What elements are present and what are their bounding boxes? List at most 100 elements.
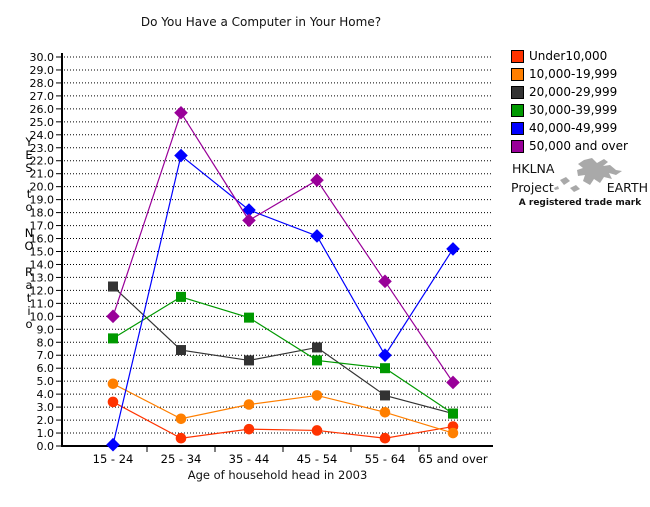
y-tick-label: 29.0 xyxy=(30,64,55,77)
legend-swatch xyxy=(511,121,524,135)
legend-label: 20,000-29,999 xyxy=(529,85,618,99)
data-point-square xyxy=(312,342,322,353)
y-axis-label-letter: o xyxy=(25,317,32,331)
x-category-label: 25 - 34 xyxy=(161,452,202,466)
y-tick-label: 22.0 xyxy=(30,155,55,168)
y-axis-label-letter: o xyxy=(25,200,32,214)
y-tick-label: 0.0 xyxy=(37,440,55,453)
data-point-square xyxy=(244,355,254,366)
y-tick-label: 15.0 xyxy=(30,246,55,259)
data-point-diamond xyxy=(310,173,324,187)
logo-text-earth: EARTH xyxy=(606,180,648,195)
data-point-circle xyxy=(447,427,459,439)
series-line xyxy=(112,296,454,415)
series-line xyxy=(112,401,454,439)
y-tick-label: 2.0 xyxy=(37,414,55,427)
y-axis-label-letter: O xyxy=(24,239,33,253)
data-point-diamond xyxy=(174,148,188,163)
series-line xyxy=(112,154,454,445)
legend-label: 40,000-49,999 xyxy=(529,121,618,135)
y-tick-label: 1.0 xyxy=(37,427,55,440)
y-tick-label: 26.0 xyxy=(30,103,55,116)
data-point-square xyxy=(380,363,390,374)
data-point-square xyxy=(312,355,322,366)
data-point-circle xyxy=(311,425,323,436)
x-category-label: 45 - 54 xyxy=(297,452,338,466)
data-point-diamond xyxy=(378,348,392,363)
data-point-diamond xyxy=(242,203,256,217)
legend: Under10,000 10,000-19,999 20,000-29,999 30,… xyxy=(511,47,628,155)
legend-item: 40,000-49,999 xyxy=(511,119,628,137)
y-tick-label: 4.0 xyxy=(37,388,55,401)
data-point-square xyxy=(176,291,186,302)
y-axis-label-letter: a xyxy=(25,278,32,292)
data-point-diamond xyxy=(106,309,120,324)
y-axis-label-letter: R xyxy=(25,265,33,279)
y-tick-label: 16.0 xyxy=(30,233,55,246)
y-tick-label: 10.0 xyxy=(30,310,55,323)
data-point-square xyxy=(108,333,118,344)
legend-item: Under10,000 xyxy=(511,47,628,65)
data-point-diamond xyxy=(174,105,188,120)
data-point-circle xyxy=(107,396,119,408)
y-tick-label: 28.0 xyxy=(30,77,55,90)
legend-label: Under10,000 xyxy=(529,49,608,63)
y-tick-label: 11.0 xyxy=(30,297,55,310)
chart-title: Do You Have a Computer in Your Home? xyxy=(140,15,382,29)
data-point-diamond xyxy=(242,213,256,228)
y-tick-label: 7.0 xyxy=(37,349,55,362)
data-point-square xyxy=(176,345,186,356)
y-tick-label: 27.0 xyxy=(30,90,55,103)
legend-label: 30,000-39,999 xyxy=(529,103,618,117)
y-axis-label-letter: N xyxy=(25,226,34,240)
data-point-diamond xyxy=(378,274,392,289)
data-point-circle xyxy=(243,399,255,410)
y-tick-label: 8.0 xyxy=(37,336,55,349)
y-tick-label: 5.0 xyxy=(37,375,55,388)
series-line xyxy=(112,383,454,434)
y-axis-label-letter: Y xyxy=(24,135,33,149)
y-tick-label: 19.0 xyxy=(30,194,55,207)
data-point-circle xyxy=(243,423,255,435)
logo-text-hklna: HKLNA xyxy=(512,161,555,176)
data-point-circle xyxy=(107,378,119,390)
data-point-circle xyxy=(379,406,391,418)
legend-swatch xyxy=(511,85,524,99)
y-axis-label-letter: t xyxy=(27,187,32,201)
x-category-label: 35 - 44 xyxy=(229,452,270,466)
brand-logo: HKLNA Project EARTH A registered trade m… xyxy=(510,158,650,212)
logo-tagline: A registered trade mark xyxy=(518,198,642,208)
series-line xyxy=(112,286,454,415)
x-category-label: 55 - 64 xyxy=(365,452,406,466)
data-point-circle xyxy=(175,413,187,425)
legend-item: 30,000-39,999 xyxy=(511,101,628,119)
data-point-diamond xyxy=(106,437,120,452)
legend-swatch xyxy=(511,103,524,117)
legend-swatch xyxy=(511,139,524,153)
legend-label: 50,000 and over xyxy=(529,139,628,153)
y-tick-label: 12.0 xyxy=(30,284,55,297)
y-tick-label: 30.0 xyxy=(30,51,55,64)
y-tick-label: 9.0 xyxy=(37,323,55,336)
y-axis-label-letter: i xyxy=(27,304,30,318)
legend-label: 10,000-19,999 xyxy=(529,67,618,81)
y-tick-label: 17.0 xyxy=(30,220,55,233)
y-tick-label: 20.0 xyxy=(30,181,55,194)
data-point-square xyxy=(380,390,390,401)
y-tick-label: 24.0 xyxy=(30,129,55,142)
data-point-circle xyxy=(311,390,323,401)
y-tick-label: 18.0 xyxy=(30,207,55,220)
series-line xyxy=(112,111,454,383)
data-point-diamond xyxy=(446,242,460,256)
logo-text-project: Project xyxy=(511,180,554,195)
y-axis-label-letter: E xyxy=(25,148,32,162)
y-tick-label: 23.0 xyxy=(30,142,55,155)
data-point-square xyxy=(108,281,118,292)
x-category-label: 65 and over xyxy=(418,452,487,466)
legend-swatch xyxy=(511,49,524,63)
y-tick-label: 13.0 xyxy=(30,271,55,284)
y-tick-label: 21.0 xyxy=(30,168,55,181)
data-point-square xyxy=(244,312,254,323)
legend-item: 10,000-19,999 xyxy=(511,65,628,83)
